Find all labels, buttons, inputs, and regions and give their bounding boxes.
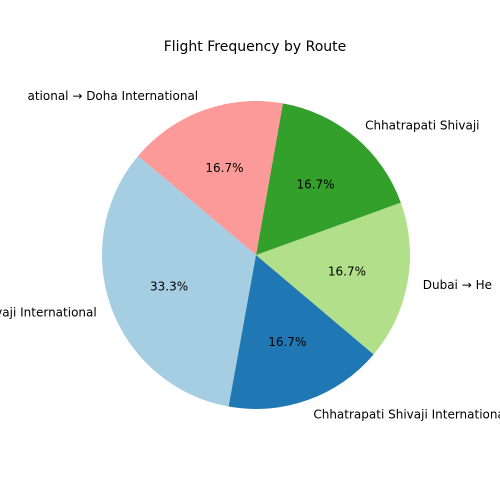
pie-slice-2 xyxy=(228,255,374,409)
percent-label-3: 16.7% xyxy=(328,264,366,278)
slice-labels: Chhatrapati Shivaji International Chhatra… xyxy=(0,89,500,422)
percent-label-1: 33.3% xyxy=(150,279,188,293)
slice-label-1: Chhatrapati Shivaji International xyxy=(0,306,97,320)
slice-label-5: ational → Doha International xyxy=(27,89,198,103)
slice-label-2: Chhatrapati Shivaji International xyxy=(313,407,500,421)
percent-label-4: 16.7% xyxy=(296,177,334,191)
pie-slice-3 xyxy=(256,202,410,355)
percent-label-5: 16.7% xyxy=(205,161,243,175)
pie-slice-1 xyxy=(102,156,256,407)
chart-title: Flight Frequency by Route xyxy=(164,39,347,55)
slice-label-4: Chhatrapati Shivaji xyxy=(365,118,479,132)
slice-label-3: Dubai → He xyxy=(423,278,492,292)
percent-label-2: 16.7% xyxy=(268,335,306,349)
pie-slice-5 xyxy=(138,101,283,255)
percent-labels: 33.3% 16.7% 16.7% 16.7% 16.7% xyxy=(150,161,366,349)
pie-slices xyxy=(102,101,410,409)
pie-slice-4 xyxy=(256,103,401,255)
